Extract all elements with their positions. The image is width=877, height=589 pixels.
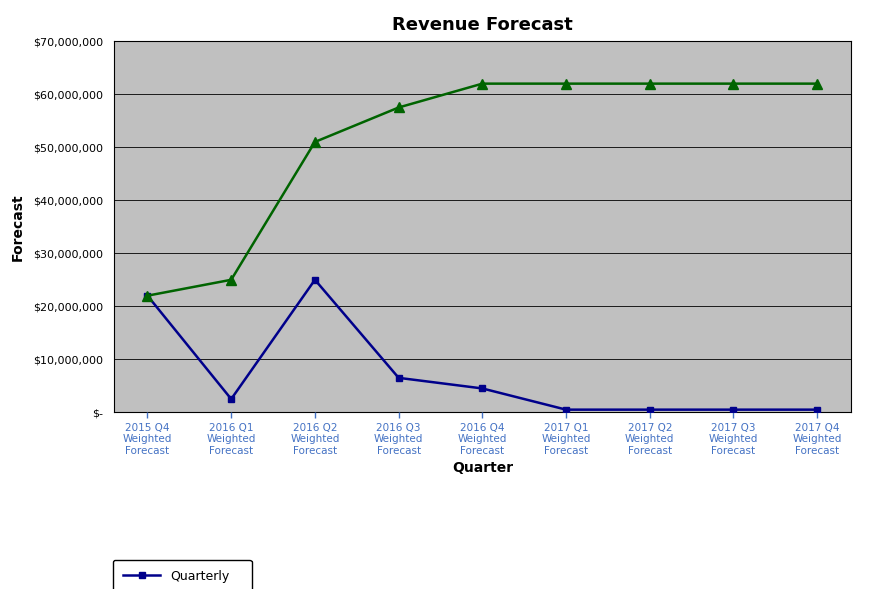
Quarterly	[142, 292, 153, 299]
Cumulative	[477, 80, 488, 87]
Quarterly	[226, 396, 237, 403]
Legend: Quarterly, Cumulative: Quarterly, Cumulative	[113, 560, 252, 589]
X-axis label: Quarter: Quarter	[452, 461, 513, 475]
Cumulative	[645, 80, 655, 87]
Cumulative	[142, 292, 153, 299]
Quarterly	[310, 276, 320, 283]
Cumulative	[560, 80, 571, 87]
Y-axis label: Forecast: Forecast	[11, 193, 25, 260]
Quarterly	[812, 406, 823, 413]
Quarterly	[394, 375, 404, 382]
Quarterly	[728, 406, 738, 413]
Line: Quarterly: Quarterly	[144, 276, 821, 413]
Quarterly	[477, 385, 488, 392]
Cumulative	[394, 104, 404, 111]
Cumulative	[226, 276, 237, 283]
Cumulative	[728, 80, 738, 87]
Quarterly	[645, 406, 655, 413]
Line: Cumulative: Cumulative	[143, 79, 822, 300]
Quarterly	[560, 406, 571, 413]
Cumulative	[812, 80, 823, 87]
Cumulative	[310, 138, 320, 145]
Title: Revenue Forecast: Revenue Forecast	[392, 16, 573, 34]
